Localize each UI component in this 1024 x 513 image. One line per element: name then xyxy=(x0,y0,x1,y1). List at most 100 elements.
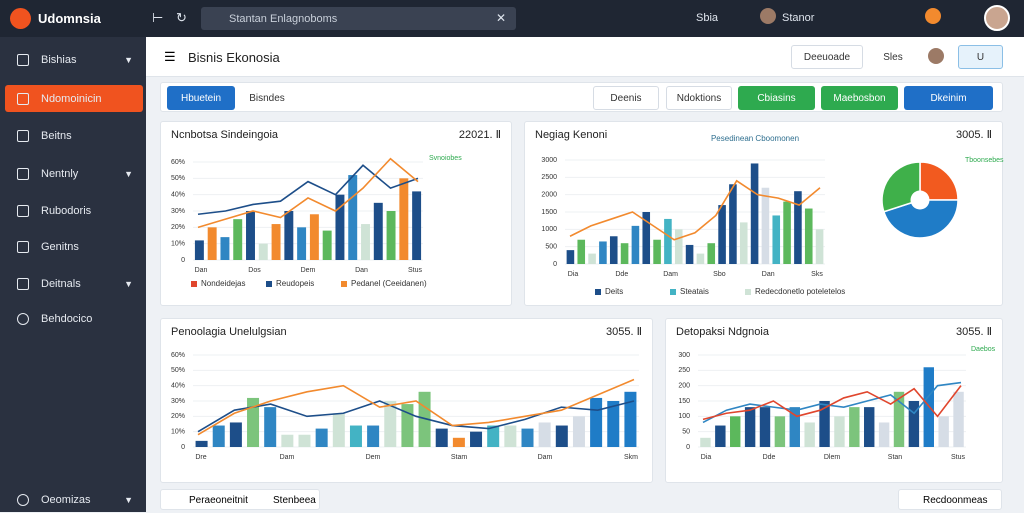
chart-side-label: 3055. Ⅱ xyxy=(606,326,642,338)
top-link[interactable]: Sbia xyxy=(696,12,719,24)
legend-swatch xyxy=(745,289,751,295)
menu-icon[interactable]: ☰ xyxy=(164,49,176,64)
y-tick-label: 300 xyxy=(678,352,690,359)
y-tick-label: 50 xyxy=(682,429,690,436)
y-tick-label: 0 xyxy=(553,261,557,268)
nav-item[interactable]: Behdocico xyxy=(5,305,143,332)
legend-label: Redecdonetlo poteletelos xyxy=(755,287,845,296)
bar xyxy=(247,397,260,447)
chart: Ncnbotsa Sindeingoia 22021. Ⅱ 60% 50% 40% 30%… xyxy=(171,129,501,288)
back-icon[interactable]: ⊢ xyxy=(152,10,164,25)
x-tick-label: Dan xyxy=(355,267,368,274)
bar xyxy=(794,191,802,264)
x-tick-label: Dem xyxy=(366,454,381,461)
bar xyxy=(572,416,585,447)
bar xyxy=(373,202,383,260)
search-text: Stantan Enlagnoboms xyxy=(229,13,338,25)
header-button[interactable]: Sles xyxy=(883,51,903,63)
chart: Negiag Kenoni 3005. Ⅱ Pesedinean Cboomonen… xyxy=(535,129,1004,296)
bar xyxy=(700,437,711,447)
toolbar-button[interactable]: Maebosbon xyxy=(821,86,898,110)
y-tick-label: 150 xyxy=(678,398,690,405)
line-series xyxy=(197,164,419,216)
bar xyxy=(399,178,409,260)
refresh-icon[interactable]: ↻ xyxy=(176,10,187,25)
tab[interactable]: Hbuetein xyxy=(167,86,235,110)
x-tick-label: Dlem xyxy=(824,454,841,461)
bar xyxy=(674,229,683,264)
bar xyxy=(246,211,255,260)
bar xyxy=(707,243,716,264)
toolbar-button[interactable]: Deenis xyxy=(593,86,659,110)
y-tick-label: 200 xyxy=(678,383,690,390)
notification-icon[interactable] xyxy=(925,8,941,24)
chart-subtitle: Pesedinean Cboomonen xyxy=(711,134,799,143)
nav-item[interactable]: Rubodoris xyxy=(5,197,143,224)
bar xyxy=(233,219,243,260)
top-link[interactable]: Stanor xyxy=(782,12,815,24)
clear-icon[interactable]: ✕ xyxy=(495,11,506,25)
footer-text[interactable]: Recdoonmeas xyxy=(923,495,988,506)
bar xyxy=(361,224,370,260)
chart-panel: Detopaksi Ndgnoia 3055. Ⅱ 300 250 200 150 100 5… xyxy=(665,318,1003,483)
nav-item[interactable]: Beitns xyxy=(5,122,143,149)
bar xyxy=(220,237,230,260)
nav-item[interactable]: Nentnly ▼ xyxy=(5,160,143,187)
bar xyxy=(555,425,568,447)
nav-label: Ndomoinicin xyxy=(41,92,102,105)
chart: Detopaksi Ndgnoia 3055. Ⅱ 300 250 200 150 100 5… xyxy=(676,326,996,461)
toolbar-button[interactable]: Dkeinim xyxy=(904,86,993,110)
bar xyxy=(607,401,620,447)
bar xyxy=(624,391,637,447)
x-tick-label: Sbo xyxy=(713,271,726,278)
nav-item[interactable]: Ndomoinicin xyxy=(5,85,143,112)
line-series xyxy=(702,385,962,421)
chart-side-label: 22021. Ⅱ xyxy=(459,129,501,141)
x-tick-label: Dam xyxy=(280,454,295,461)
footer-text[interactable]: Peraeoneitnit xyxy=(189,495,248,506)
line-series xyxy=(197,378,635,436)
search-box[interactable]: Stantan Enlagnoboms ✕ xyxy=(201,7,516,30)
toolbar-button[interactable]: Cbiasins xyxy=(738,86,815,110)
legend-swatch xyxy=(191,281,197,287)
nav-item[interactable]: Oeomizas ▼ xyxy=(5,486,143,513)
bar xyxy=(349,425,362,447)
tab[interactable]: Bisndes xyxy=(249,92,285,104)
bar xyxy=(744,407,756,447)
x-tick-label: Dre xyxy=(195,454,206,461)
nav-item[interactable]: Deitnals ▼ xyxy=(5,270,143,297)
nav-item[interactable]: Genitns xyxy=(5,233,143,260)
chart-title: Negiag Kenoni xyxy=(535,129,607,141)
bar xyxy=(804,208,813,264)
bar xyxy=(284,211,294,260)
legend-label: Pedanel (Ceeidanen) xyxy=(351,279,427,288)
bar xyxy=(783,201,791,264)
bar xyxy=(893,391,905,447)
bar xyxy=(470,431,483,447)
bar xyxy=(834,416,845,447)
bar xyxy=(315,428,328,447)
header-button[interactable]: U xyxy=(958,45,1003,69)
annotation: Daebos xyxy=(971,346,996,353)
bar xyxy=(297,227,307,260)
bar xyxy=(566,250,575,264)
bar xyxy=(435,428,448,447)
y-tick-label: 40% xyxy=(171,383,185,390)
avatar[interactable] xyxy=(984,5,1010,31)
x-tick-label: Dde xyxy=(763,454,776,461)
y-tick-label: 0 xyxy=(686,444,690,451)
nav-item[interactable]: Bishias ▼ xyxy=(5,46,143,73)
nav-label: Bishias xyxy=(41,53,77,66)
y-tick-label: 10% xyxy=(171,429,185,436)
chart-side-label: 3055. Ⅱ xyxy=(956,326,992,338)
bar xyxy=(281,434,294,447)
toolbar-button[interactable]: Ndoktions xyxy=(666,86,732,110)
y-tick-label: 50% xyxy=(171,175,185,182)
header-button[interactable]: Deeuoade xyxy=(791,45,863,69)
y-tick-label: 40% xyxy=(171,192,185,199)
bar xyxy=(538,422,551,447)
y-tick-label: 2500 xyxy=(541,174,557,181)
bar xyxy=(590,397,603,447)
footer-text[interactable]: Stenbeea xyxy=(273,495,316,506)
y-tick-label: 0 xyxy=(181,444,185,451)
